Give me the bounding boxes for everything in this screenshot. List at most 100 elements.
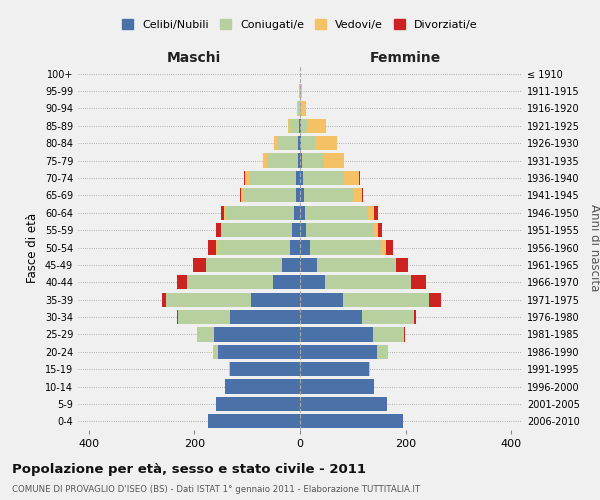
Bar <box>221 223 223 237</box>
Bar <box>217 223 221 237</box>
Bar <box>303 171 344 185</box>
Bar <box>296 188 300 202</box>
Bar <box>244 171 245 185</box>
Bar <box>325 275 411 289</box>
Bar <box>300 240 310 254</box>
Bar <box>214 328 300 342</box>
Bar <box>300 362 369 376</box>
Bar <box>305 206 368 220</box>
Bar <box>369 362 370 376</box>
Bar <box>298 136 300 150</box>
Bar <box>225 380 300 394</box>
Bar <box>353 188 362 202</box>
Bar <box>362 310 414 324</box>
Bar <box>272 275 300 289</box>
Bar <box>213 344 218 359</box>
Bar <box>300 206 305 220</box>
Bar <box>300 328 373 342</box>
Bar <box>411 275 426 289</box>
Bar <box>230 362 300 376</box>
Text: Femmine: Femmine <box>370 51 442 65</box>
Bar <box>229 362 230 376</box>
Bar <box>290 118 299 133</box>
Bar <box>240 188 241 202</box>
Bar <box>373 328 404 342</box>
Bar <box>359 171 360 185</box>
Bar <box>296 171 300 185</box>
Bar <box>197 328 214 342</box>
Bar <box>263 154 267 168</box>
Bar <box>300 292 343 307</box>
Bar <box>298 154 300 168</box>
Bar <box>300 397 387 411</box>
Bar <box>300 414 403 428</box>
Bar <box>274 136 278 150</box>
Bar <box>300 275 325 289</box>
Bar <box>166 292 251 307</box>
Bar <box>307 223 374 237</box>
Bar <box>325 154 344 168</box>
Bar <box>378 223 382 237</box>
Bar <box>290 240 300 254</box>
Bar <box>299 118 300 133</box>
Bar <box>249 171 296 185</box>
Bar <box>374 223 378 237</box>
Text: Maschi: Maschi <box>167 51 221 65</box>
Bar <box>374 206 378 220</box>
Bar <box>344 171 359 185</box>
Bar <box>300 154 302 168</box>
Bar <box>293 206 300 220</box>
Bar <box>396 258 408 272</box>
Bar <box>224 206 226 220</box>
Bar <box>315 136 337 150</box>
Bar <box>217 240 218 254</box>
Bar <box>208 414 300 428</box>
Bar <box>187 275 272 289</box>
Y-axis label: Anni di nascita: Anni di nascita <box>587 204 600 291</box>
Bar <box>343 292 429 307</box>
Text: Popolazione per età, sesso e stato civile - 2011: Popolazione per età, sesso e stato civil… <box>12 462 366 475</box>
Bar <box>230 310 300 324</box>
Bar <box>301 136 315 150</box>
Bar <box>300 380 374 394</box>
Bar <box>178 310 230 324</box>
Bar <box>317 258 395 272</box>
Bar <box>206 258 281 272</box>
Bar <box>298 102 300 116</box>
Bar <box>301 84 302 98</box>
Bar <box>278 136 298 150</box>
Bar <box>300 258 317 272</box>
Bar <box>221 206 224 220</box>
Bar <box>217 397 300 411</box>
Bar <box>178 275 187 289</box>
Bar <box>386 240 393 254</box>
Bar <box>222 223 292 237</box>
Bar <box>362 188 364 202</box>
Bar <box>382 240 386 254</box>
Bar <box>302 154 325 168</box>
Legend: Celibi/Nubili, Coniugati/e, Vedovi/e, Divorziati/e: Celibi/Nubili, Coniugati/e, Vedovi/e, Di… <box>122 20 478 30</box>
Bar <box>310 240 382 254</box>
Bar <box>300 102 302 116</box>
Bar <box>368 206 374 220</box>
Bar <box>251 292 300 307</box>
Bar <box>300 136 301 150</box>
Bar <box>161 292 166 307</box>
Bar <box>300 188 304 202</box>
Bar <box>429 292 440 307</box>
Bar <box>300 310 362 324</box>
Bar <box>226 206 293 220</box>
Bar <box>414 310 416 324</box>
Bar <box>208 240 217 254</box>
Bar <box>307 118 326 133</box>
Bar <box>395 258 396 272</box>
Bar <box>241 188 244 202</box>
Bar <box>193 258 206 272</box>
Bar <box>292 223 300 237</box>
Text: COMUNE DI PROVAGLIO D'ISEO (BS) - Dati ISTAT 1° gennaio 2011 - Elaborazione TUTT: COMUNE DI PROVAGLIO D'ISEO (BS) - Dati I… <box>12 485 420 494</box>
Bar <box>289 118 290 133</box>
Bar <box>302 102 307 116</box>
Bar <box>281 258 300 272</box>
Bar <box>300 344 377 359</box>
Bar <box>377 344 388 359</box>
